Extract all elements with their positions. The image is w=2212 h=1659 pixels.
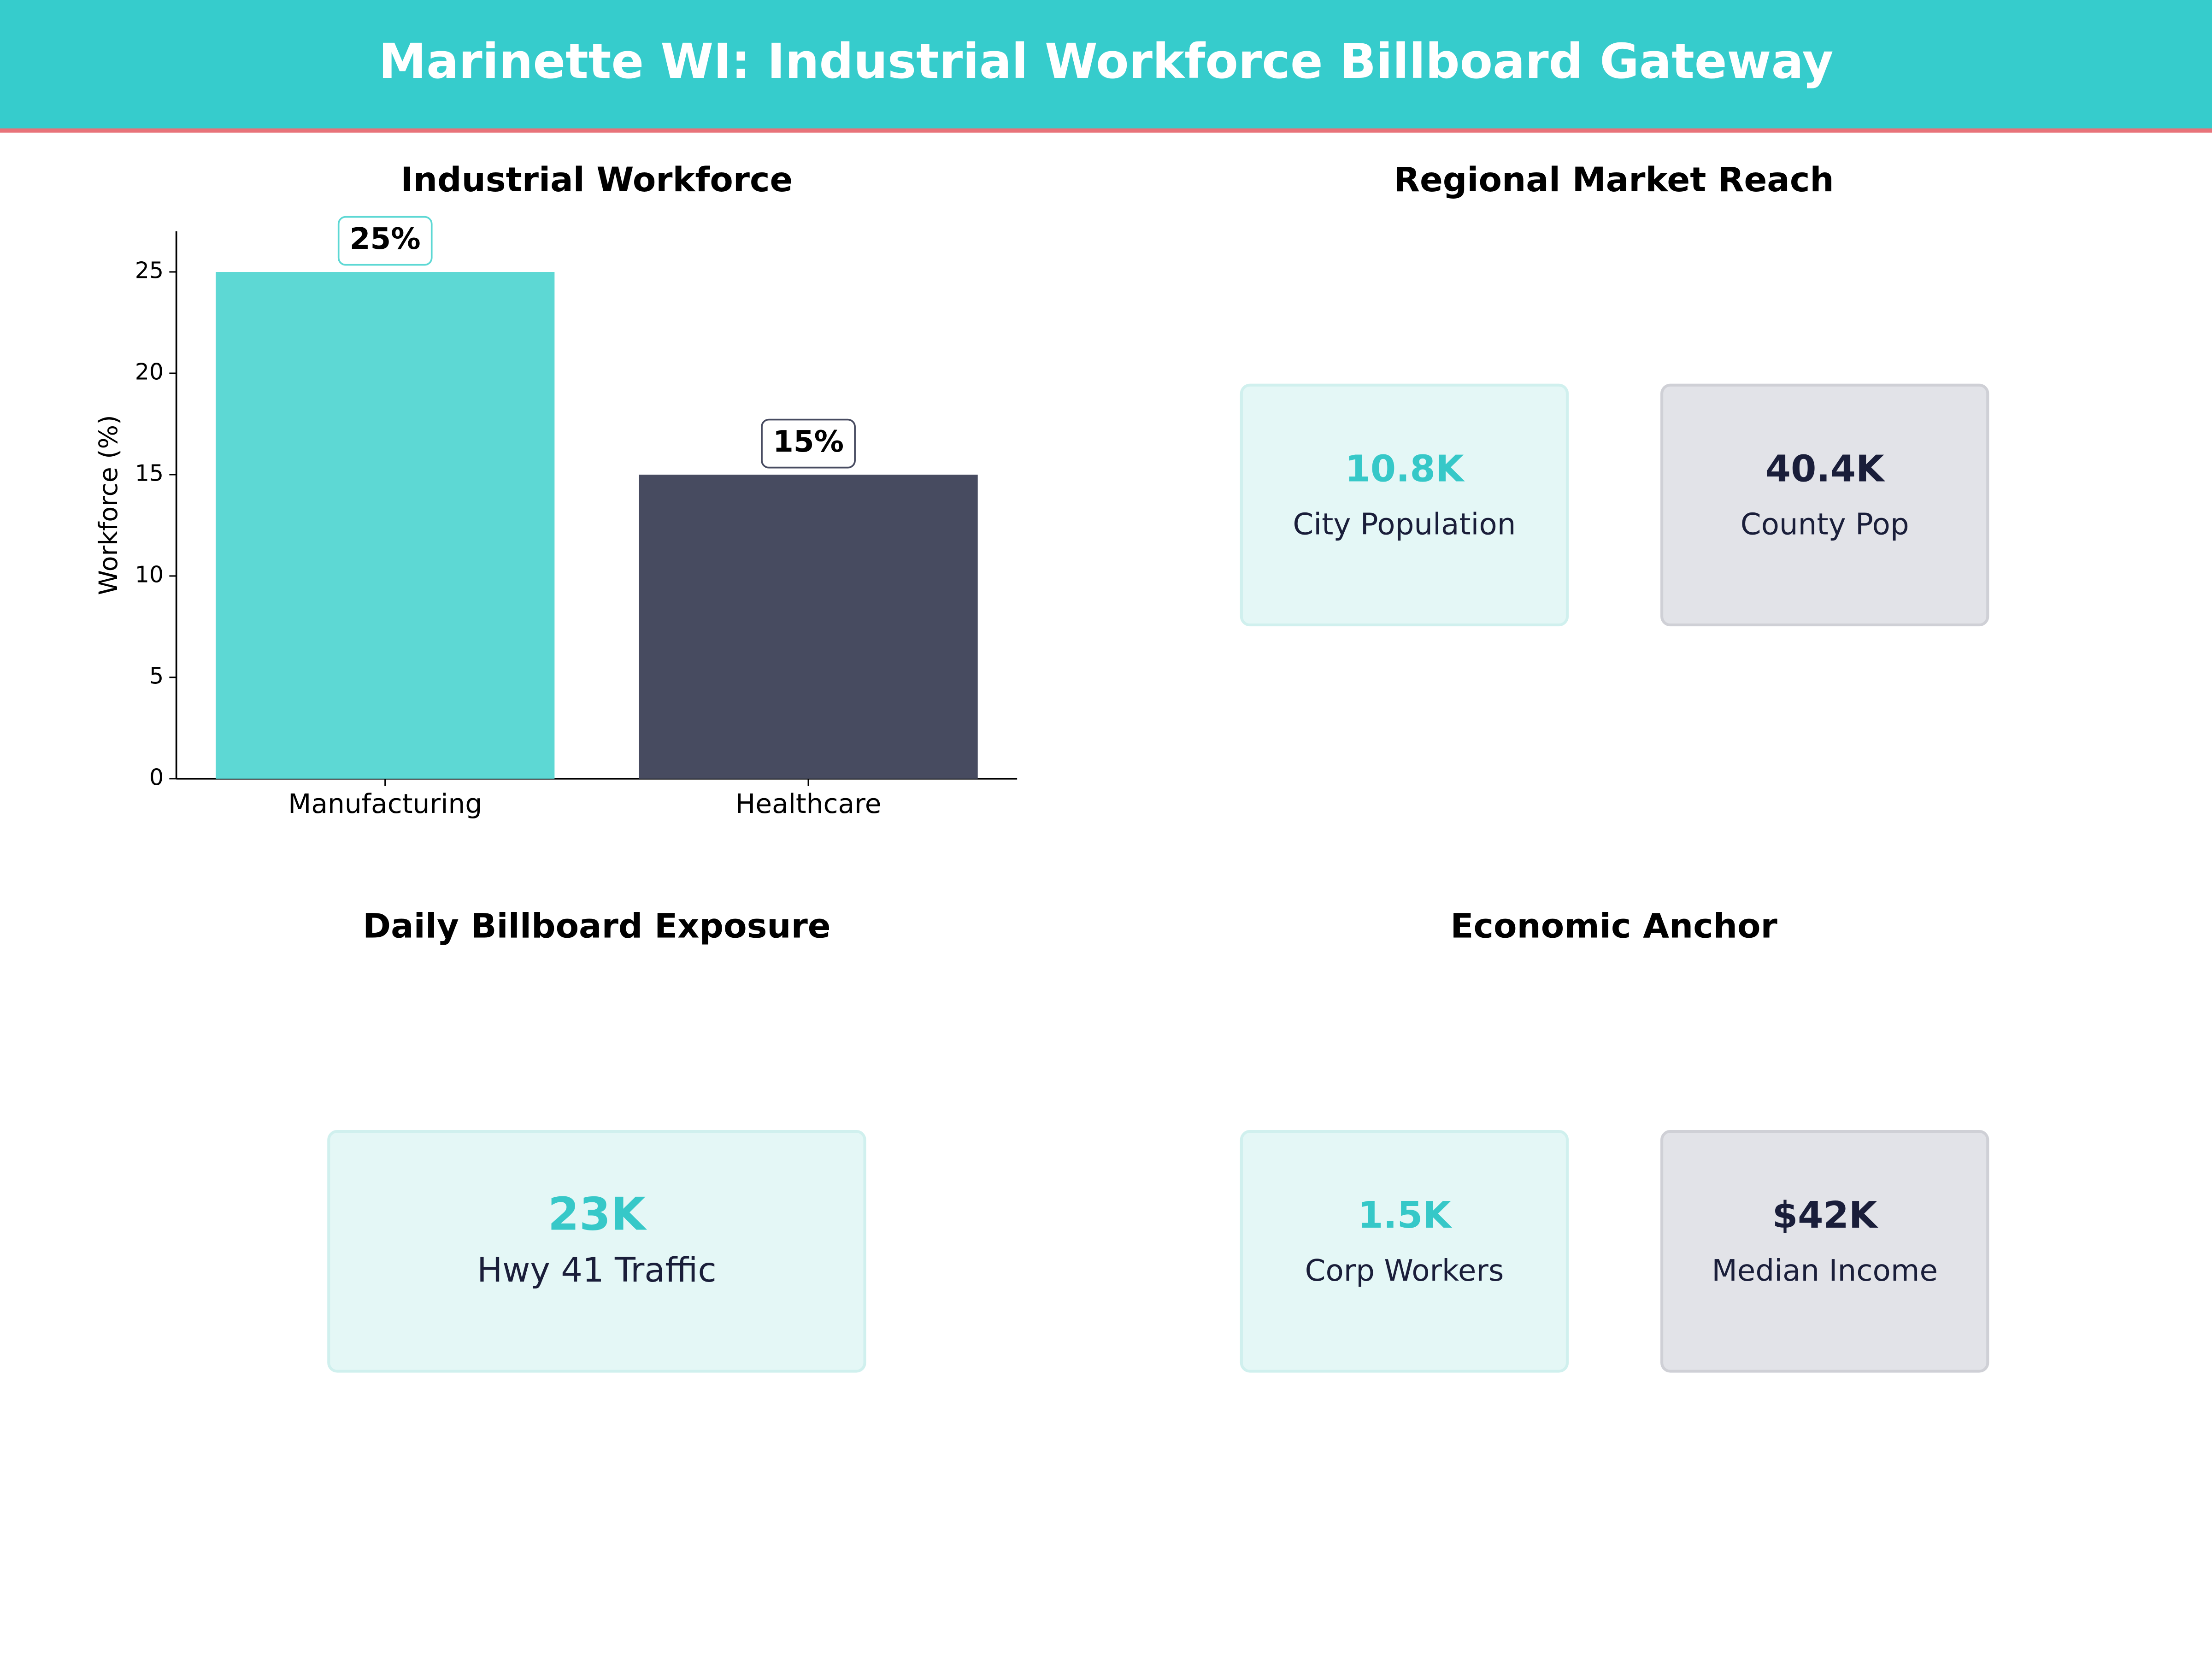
kpi-value: 40.4K [1765, 447, 1886, 490]
panel-title: Regional Market Reach [1394, 160, 1834, 200]
header-rule [0, 128, 2212, 133]
kpi-card [1240, 1130, 1569, 1373]
kpi-value: $42K [1772, 1194, 1879, 1236]
panel-title: Economic Anchor [1450, 906, 1777, 946]
y-axis-label: Workforce (%) [94, 415, 123, 595]
header-band [0, 0, 2212, 130]
value-label-box [337, 216, 433, 266]
kpi-value: 1.5K [1358, 1194, 1453, 1236]
kpi-label: Corp Workers [1305, 1253, 1504, 1288]
kpi-card [327, 1130, 866, 1373]
value-label: 25% [350, 222, 421, 256]
kpi-card [1660, 1130, 1989, 1373]
kpi-label: County Pop [1741, 507, 1909, 541]
x-tick-label: Manufacturing [288, 788, 482, 819]
y-tick-label: 20 [135, 359, 164, 385]
kpi-value: 23K [548, 1188, 647, 1241]
kpi-label: Median Income [1712, 1253, 1938, 1288]
kpi-value: 10.8K [1345, 447, 1465, 490]
bar [216, 272, 555, 779]
value-label: 15% [773, 424, 844, 459]
kpi-card [1660, 383, 1989, 627]
x-tick-label: Healthcare [735, 788, 882, 819]
y-tick-label: 0 [149, 764, 164, 790]
y-tick-label: 10 [135, 561, 164, 588]
page-title: Marinette WI: Industrial Workforce Billb… [379, 33, 1834, 89]
bar [639, 474, 978, 779]
y-tick-label: 15 [135, 460, 164, 486]
value-label-box [761, 418, 856, 469]
kpi-card [1240, 383, 1569, 627]
panel-title: Daily Billboard Exposure [363, 906, 831, 946]
y-tick-label: 25 [135, 258, 164, 284]
kpi-label: City Population [1293, 507, 1516, 541]
chart-title: Industrial Workforce [400, 160, 793, 200]
y-tick-label: 5 [149, 663, 164, 689]
kpi-label: Hwy 41 Traffic [477, 1251, 717, 1290]
